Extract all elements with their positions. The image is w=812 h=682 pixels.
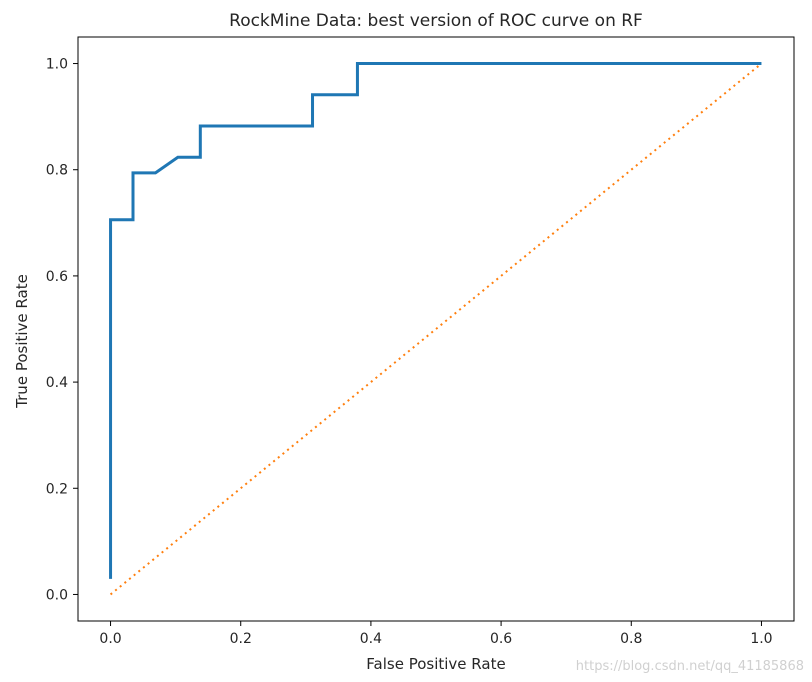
x-axis-ticks: 0.0 0.2 0.4 0.6 0.8 1.0 bbox=[99, 621, 773, 647]
x-tick-label: 0.8 bbox=[620, 631, 642, 647]
series-line-0 bbox=[109, 62, 762, 579]
x-tick-label: 0.6 bbox=[490, 631, 512, 647]
y-tick-label: 0.6 bbox=[46, 269, 68, 285]
series-line-1 bbox=[109, 62, 763, 596]
y-tick-label: 0.0 bbox=[46, 587, 68, 603]
x-tick-label: 0.2 bbox=[230, 631, 252, 647]
y-tick-label: 0.4 bbox=[46, 375, 68, 391]
x-axis-label: False Positive Rate bbox=[366, 655, 505, 673]
y-tick-label: 0.2 bbox=[46, 481, 68, 497]
y-tick-label: 0.8 bbox=[46, 163, 68, 179]
x-tick-label: 0.0 bbox=[99, 631, 121, 647]
watermark-text: https://blog.csdn.net/qq_41185868 bbox=[576, 659, 804, 674]
y-axis-ticks: 0.0 0.2 0.4 0.6 0.8 1.0 bbox=[46, 57, 78, 603]
x-tick-label: 1.0 bbox=[750, 631, 772, 647]
y-axis-label: True Positive Rate bbox=[13, 274, 31, 409]
plot-frame bbox=[77, 36, 795, 622]
y-tick-label: 1.0 bbox=[46, 57, 68, 73]
x-tick-label: 0.4 bbox=[360, 631, 382, 647]
chart-title: RockMine Data: best version of ROC curve… bbox=[229, 11, 643, 31]
plot-area bbox=[109, 62, 763, 596]
